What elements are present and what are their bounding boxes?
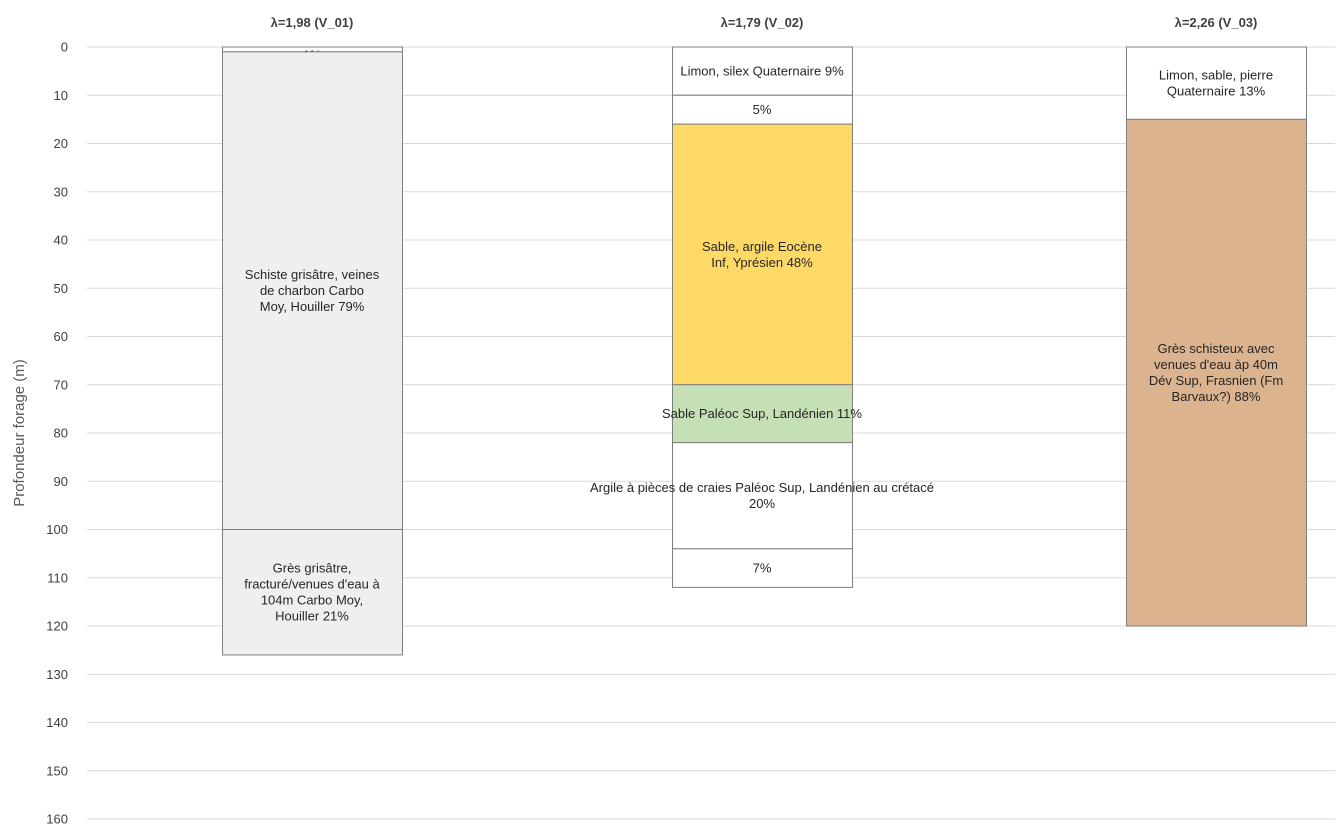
y-tick-label: 120 xyxy=(46,619,68,634)
layer-label: venues d'eau àp 40m xyxy=(1154,357,1278,372)
layer-label: Inf, Yprésien 48% xyxy=(711,255,813,270)
y-tick-label: 130 xyxy=(46,667,68,682)
y-tick-label: 90 xyxy=(54,474,68,489)
y-tick-label: 140 xyxy=(46,715,68,730)
layer-label: Sable, argile Eocène xyxy=(702,239,822,254)
y-tick-label: 30 xyxy=(54,184,68,199)
borehole-column: λ=1,79 (V_02) Limon, silex Quaternaire 9%… xyxy=(590,15,934,588)
layer-label: 5% xyxy=(753,102,772,117)
layer-label: Quaternaire 13% xyxy=(1167,84,1266,99)
layer-segment xyxy=(222,529,403,656)
layer-label: Grès schisteux avec xyxy=(1157,341,1275,356)
column-title: λ=2,26 (V_03) xyxy=(1175,15,1258,30)
layer-label: Schiste grisâtre, veines xyxy=(245,267,380,282)
layer-label: Sable Paléoc Sup, Landénien 11% xyxy=(662,406,862,421)
layer-label: Dév Sup, Frasnien (Fm xyxy=(1149,373,1283,388)
layer-label: 7% xyxy=(753,561,772,576)
layer-label: 104m Carbo Moy, xyxy=(261,593,363,608)
borehole-columns: λ=1,98 (V_01)1%Schiste grisâtre, veinesd… xyxy=(222,15,1307,656)
y-tick-label: 110 xyxy=(47,570,68,585)
layer-label: Grès grisâtre, xyxy=(273,561,352,576)
column-title: λ=1,79 (V_02) xyxy=(721,15,804,30)
y-tick-label: 70 xyxy=(54,377,68,392)
layer-label: Argile à pièces de craies Paléoc Sup, La… xyxy=(590,480,934,495)
y-axis-ticks: 0 10 20 30 40 50 60 70 80 90 100 110 120 130 140 150 160 xyxy=(46,40,68,825)
layer-segment xyxy=(1126,46,1307,120)
borehole-column: λ=2,26 (V_03) Limon, sable, pierreQuatern… xyxy=(1126,15,1307,627)
y-tick-label: 60 xyxy=(54,329,68,344)
layer-label: de charbon Carbo xyxy=(260,283,364,298)
layer-label: Limon, sable, pierre xyxy=(1159,68,1273,83)
layer-segment xyxy=(672,46,853,96)
column-title: λ=1,98 (V_01) xyxy=(271,15,354,30)
borehole-column: λ=1,98 (V_01)1%Schiste grisâtre, veinesd… xyxy=(222,15,403,656)
y-tick-label: 0 xyxy=(61,40,68,55)
layer-segment xyxy=(672,548,853,588)
layer-segment xyxy=(1126,118,1307,627)
layer-label: Houiller 21% xyxy=(275,609,349,624)
layer-segment xyxy=(672,94,853,125)
y-tick-label: 100 xyxy=(46,522,68,537)
y-tick-label: 10 xyxy=(54,88,68,103)
layer-label: 20% xyxy=(749,496,775,511)
y-axis-label: Profondeur forage (m) xyxy=(11,359,28,507)
layer-segment xyxy=(672,384,853,444)
y-tick-label: 150 xyxy=(46,763,68,778)
layer-label: Barvaux?) 88% xyxy=(1172,389,1261,404)
y-tick-label: 80 xyxy=(54,426,68,441)
layer-segment xyxy=(672,123,853,386)
y-tick-label: 20 xyxy=(54,136,68,151)
layer-label: fracturé/venues d'eau à xyxy=(244,577,380,592)
layer-label: Moy, Houiller 79% xyxy=(260,299,365,314)
layer-label: Limon, silex Quaternaire 9% xyxy=(680,64,844,79)
y-tick-label: 40 xyxy=(54,233,68,248)
y-tick-label: 160 xyxy=(46,812,68,825)
y-tick-label: 50 xyxy=(54,281,68,296)
